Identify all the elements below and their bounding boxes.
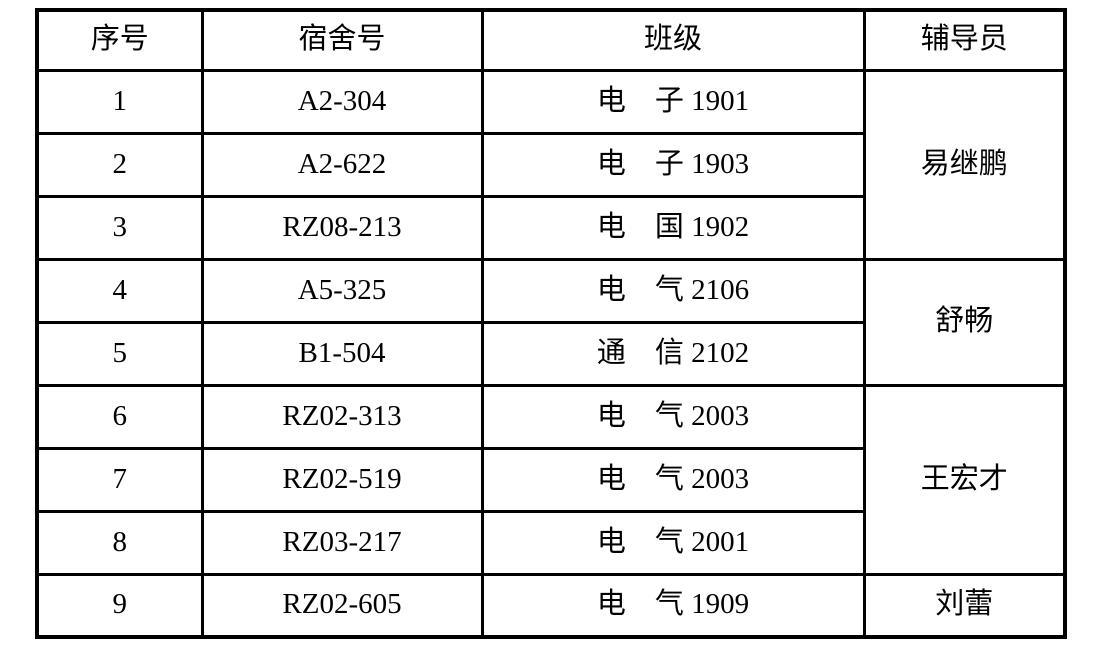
counselor-cell: 易继鹏 [862, 68, 1067, 261]
seq-cell: 4 [35, 257, 204, 324]
class-cell: 电 气 2003 [480, 383, 866, 450]
table-row: 8 RZ03-217 电 气 2001 [35, 509, 1065, 576]
dorm-cell: A2-304 [200, 68, 484, 135]
counselor-cell: 王宏才 [862, 383, 1067, 576]
seq-cell: 6 [35, 383, 204, 450]
class-cell: 电 气 1909 [480, 572, 866, 639]
seq-cell: 9 [35, 572, 204, 639]
table-row: 2 A2-622 电 子 1903 [35, 131, 1065, 198]
table-row: 4 A5-325 电 气 2106 舒畅 [35, 257, 1067, 387]
table-row: 6 RZ02-313 电 气 2003 王宏才 [35, 383, 1067, 576]
seq-cell: 3 [35, 194, 204, 261]
class-cell: 电 气 2003 [480, 446, 866, 513]
table-row: 3 RZ08-213 电 国 1902 [35, 194, 1065, 261]
header-cell-counselor: 辅导员 [862, 8, 1067, 72]
table-row: 1 A2-304 电 子 1901 易继鹏 [35, 68, 1067, 261]
seq-cell: 2 [35, 131, 204, 198]
class-cell: 通 信 2102 [480, 320, 866, 387]
header-cell-dorm: 宿舍号 [200, 8, 484, 72]
table-row: 7 RZ02-519 电 气 2003 [35, 446, 1065, 513]
table-row: 5 B1-504 通 信 2102 [35, 320, 1065, 387]
seq-cell: 5 [35, 320, 204, 387]
counselor-cell: 刘蕾 [862, 572, 1067, 639]
class-cell: 电 气 2001 [480, 509, 866, 576]
dorm-cell: A5-325 [200, 257, 484, 324]
class-cell: 电 子 1903 [480, 131, 866, 198]
header-cell-class: 班级 [480, 8, 866, 72]
class-cell: 电 气 2106 [480, 257, 866, 324]
seq-cell: 1 [35, 68, 204, 135]
header-row: 序号 宿舍号 班级 辅导员 [35, 8, 1067, 72]
seq-cell: 7 [35, 446, 204, 513]
header-cell-seq: 序号 [35, 8, 204, 72]
dorm-cell: RZ02-519 [200, 446, 484, 513]
table-row: 9 RZ02-605 电 气 1909 刘蕾 [35, 572, 1067, 639]
dorm-cell: RZ03-217 [200, 509, 484, 576]
dorm-cell: RZ08-213 [200, 194, 484, 261]
counselor-cell: 舒畅 [862, 257, 1067, 387]
dorm-cell: B1-504 [200, 320, 484, 387]
class-cell: 电 国 1902 [480, 194, 866, 261]
dorm-cell: RZ02-313 [200, 383, 484, 450]
dorm-cell: A2-622 [200, 131, 484, 198]
class-cell: 电 子 1901 [480, 68, 866, 135]
seq-cell: 8 [35, 509, 204, 576]
dorm-cell: RZ02-605 [200, 572, 484, 639]
dorm-counselor-table: 序号 宿舍号 班级 辅导员 1 A2-304 电 子 1901 易继鹏 2 A2… [35, 8, 1067, 639]
